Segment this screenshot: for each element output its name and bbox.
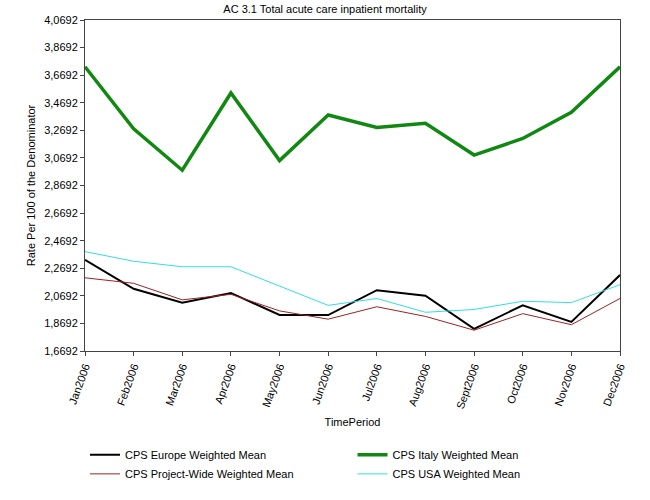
svg-text:Oct2006: Oct2006 <box>504 362 530 405</box>
svg-text:Sept2006: Sept2006 <box>454 362 481 410</box>
svg-text:CPS USA Weighted Mean: CPS USA Weighted Mean <box>393 468 521 480</box>
svg-text:3,4692: 3,4692 <box>44 97 78 109</box>
svg-text:CPS Project-Wide Weighted Mean: CPS Project-Wide Weighted Mean <box>125 468 294 480</box>
svg-text:3,2692: 3,2692 <box>44 124 78 136</box>
svg-text:CPS Europe Weighted Mean: CPS Europe Weighted Mean <box>125 449 266 461</box>
svg-text:2,0692: 2,0692 <box>44 290 78 302</box>
svg-text:Feb2006: Feb2006 <box>115 362 141 407</box>
svg-text:Nov2006: Nov2006 <box>552 362 578 407</box>
svg-text:Jun2006: Jun2006 <box>310 362 336 406</box>
svg-text:4,0692: 4,0692 <box>44 14 78 26</box>
svg-text:Dec2006: Dec2006 <box>601 362 627 407</box>
svg-text:Apr2006: Apr2006 <box>212 362 238 405</box>
svg-text:AC 3.1 Total acute care inpati: AC 3.1 Total acute care inpatient mortal… <box>223 3 427 15</box>
svg-text:2,2692: 2,2692 <box>44 262 78 274</box>
svg-text:2,8692: 2,8692 <box>44 179 78 191</box>
svg-text:3,8692: 3,8692 <box>44 41 78 53</box>
svg-text:2,6692: 2,6692 <box>44 207 78 219</box>
svg-text:Rate Per 100 of the Denominato: Rate Per 100 of the Denominator <box>25 104 37 266</box>
svg-text:Aug2006: Aug2006 <box>406 362 432 407</box>
svg-text:2,4692: 2,4692 <box>44 235 78 247</box>
svg-text:1,6692: 1,6692 <box>44 345 78 357</box>
svg-text:TimePeriod: TimePeriod <box>325 416 381 428</box>
svg-text:1,8692: 1,8692 <box>44 317 78 329</box>
svg-text:May2006: May2006 <box>260 362 287 409</box>
svg-text:3,0692: 3,0692 <box>44 152 78 164</box>
svg-text:Jan2006: Jan2006 <box>66 362 92 406</box>
svg-text:3,6692: 3,6692 <box>44 69 78 81</box>
svg-text:Jul2006: Jul2006 <box>359 362 383 402</box>
svg-text:Mar2006: Mar2006 <box>163 362 189 407</box>
svg-text:CPS Italy Weighted Mean: CPS Italy Weighted Mean <box>393 449 519 461</box>
